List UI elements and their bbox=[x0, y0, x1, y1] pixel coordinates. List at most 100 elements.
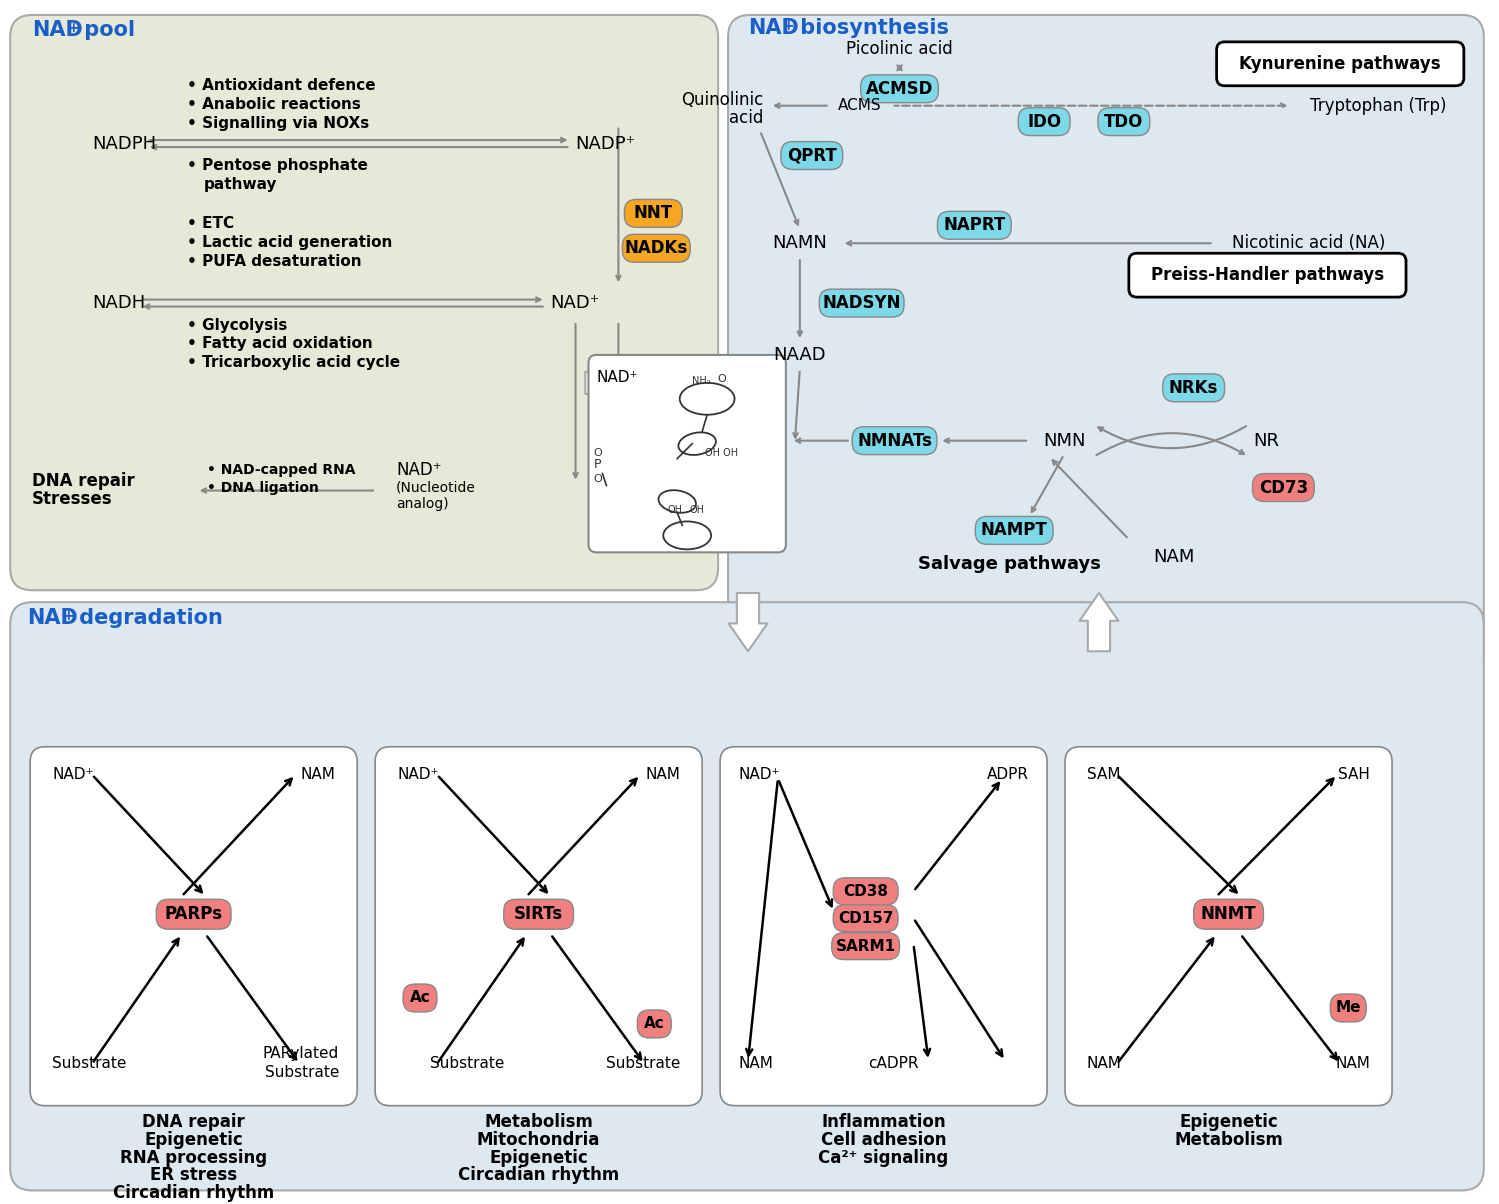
FancyBboxPatch shape bbox=[781, 142, 842, 170]
FancyBboxPatch shape bbox=[1097, 107, 1150, 136]
Text: Quinolinic: Quinolinic bbox=[681, 90, 763, 108]
Text: SIRTs: SIRTs bbox=[514, 905, 564, 923]
FancyArrowPatch shape bbox=[1079, 594, 1118, 651]
Text: Tryptophan (Trp): Tryptophan (Trp) bbox=[1310, 96, 1447, 114]
Text: Mitochondria: Mitochondria bbox=[477, 1131, 600, 1149]
Text: (Nucleotide: (Nucleotide bbox=[396, 480, 477, 495]
Text: NAD: NAD bbox=[748, 18, 799, 37]
Text: ACMSD: ACMSD bbox=[866, 79, 934, 98]
Text: Substrate: Substrate bbox=[265, 1066, 339, 1080]
FancyBboxPatch shape bbox=[504, 899, 574, 929]
Text: NADH: NADH bbox=[91, 294, 145, 312]
Text: Epigenetic: Epigenetic bbox=[144, 1131, 243, 1149]
Text: NMNATs: NMNATs bbox=[857, 432, 932, 449]
Text: +: + bbox=[61, 609, 73, 624]
Text: NAM: NAM bbox=[646, 767, 681, 783]
FancyBboxPatch shape bbox=[375, 746, 702, 1105]
Text: NAM: NAM bbox=[1153, 548, 1195, 566]
Text: cADPR: cADPR bbox=[868, 1056, 919, 1072]
Text: Substrate: Substrate bbox=[606, 1056, 681, 1072]
Text: OH OH: OH OH bbox=[705, 448, 739, 458]
Text: NAMPT: NAMPT bbox=[980, 521, 1048, 539]
Text: SARM1: SARM1 bbox=[835, 939, 896, 954]
FancyBboxPatch shape bbox=[820, 289, 904, 317]
Text: • Antioxidant defence: • Antioxidant defence bbox=[187, 78, 375, 93]
Text: NR: NR bbox=[1253, 432, 1280, 449]
FancyBboxPatch shape bbox=[832, 933, 899, 960]
FancyBboxPatch shape bbox=[833, 878, 898, 904]
Text: NAPRT: NAPRT bbox=[943, 217, 1006, 235]
Text: • NAD-capped RNA: • NAD-capped RNA bbox=[207, 462, 355, 477]
FancyBboxPatch shape bbox=[1163, 374, 1225, 402]
Text: OH: OH bbox=[690, 506, 705, 515]
Text: SAM: SAM bbox=[1087, 767, 1120, 783]
FancyBboxPatch shape bbox=[10, 602, 1484, 1191]
Text: PARPs: PARPs bbox=[165, 905, 223, 923]
Text: NADP⁺: NADP⁺ bbox=[576, 135, 636, 153]
Text: Inflammation: Inflammation bbox=[821, 1112, 946, 1131]
Text: Epigenetic: Epigenetic bbox=[489, 1149, 588, 1167]
Text: NADSYN: NADSYN bbox=[823, 294, 901, 312]
Text: RNA processing: RNA processing bbox=[120, 1149, 267, 1167]
Text: NAM: NAM bbox=[1336, 1056, 1370, 1072]
Text: pathway: pathway bbox=[204, 177, 277, 191]
Text: ADPR: ADPR bbox=[988, 767, 1030, 783]
Text: Substrate: Substrate bbox=[430, 1056, 504, 1072]
FancyBboxPatch shape bbox=[1330, 995, 1366, 1022]
Text: DNA repair: DNA repair bbox=[31, 472, 135, 490]
FancyBboxPatch shape bbox=[937, 212, 1012, 240]
Text: • ETC: • ETC bbox=[187, 216, 234, 231]
Text: NAM: NAM bbox=[738, 1056, 773, 1072]
Text: NAMN: NAMN bbox=[772, 235, 827, 253]
FancyBboxPatch shape bbox=[1193, 899, 1264, 929]
Text: NAD⁺: NAD⁺ bbox=[597, 370, 639, 385]
Text: NAD: NAD bbox=[31, 20, 82, 40]
Text: • Fatty acid oxidation: • Fatty acid oxidation bbox=[187, 336, 372, 352]
FancyBboxPatch shape bbox=[729, 14, 1484, 674]
Text: NNMT: NNMT bbox=[1201, 905, 1256, 923]
Text: Metabolism: Metabolism bbox=[484, 1112, 594, 1131]
Text: P: P bbox=[594, 458, 601, 471]
Text: • Anabolic reactions: • Anabolic reactions bbox=[187, 98, 361, 112]
Text: • Signalling via NOXs: • Signalling via NOXs bbox=[187, 116, 369, 131]
FancyBboxPatch shape bbox=[1129, 253, 1406, 297]
Text: NRKs: NRKs bbox=[1169, 379, 1219, 397]
Text: CD38: CD38 bbox=[842, 884, 887, 899]
Text: ER stress: ER stress bbox=[150, 1167, 237, 1185]
Text: OH: OH bbox=[667, 506, 682, 515]
FancyBboxPatch shape bbox=[403, 984, 436, 1011]
Text: Stresses: Stresses bbox=[31, 490, 112, 508]
Text: • DNA ligation: • DNA ligation bbox=[207, 480, 318, 495]
FancyBboxPatch shape bbox=[720, 746, 1048, 1105]
Text: Substrate: Substrate bbox=[52, 1056, 126, 1072]
FancyBboxPatch shape bbox=[625, 200, 682, 228]
FancyBboxPatch shape bbox=[30, 746, 357, 1105]
FancyArrowPatch shape bbox=[729, 594, 767, 651]
FancyBboxPatch shape bbox=[589, 355, 785, 553]
Text: QPRT: QPRT bbox=[787, 147, 836, 165]
Text: TDO: TDO bbox=[1105, 113, 1144, 131]
Text: Ca²⁺ signaling: Ca²⁺ signaling bbox=[818, 1149, 949, 1167]
Text: NMN: NMN bbox=[1043, 432, 1085, 449]
FancyBboxPatch shape bbox=[1066, 746, 1393, 1105]
Text: O: O bbox=[717, 374, 726, 384]
Text: NAD⁺: NAD⁺ bbox=[396, 461, 442, 478]
Text: NAD⁺: NAD⁺ bbox=[550, 294, 600, 312]
Text: • Pentose phosphate: • Pentose phosphate bbox=[187, 158, 367, 173]
FancyBboxPatch shape bbox=[622, 235, 690, 262]
Text: +: + bbox=[67, 20, 78, 35]
FancyBboxPatch shape bbox=[156, 899, 231, 929]
Text: +: + bbox=[782, 19, 794, 33]
FancyArrowPatch shape bbox=[585, 364, 723, 402]
Text: Picolinic acid: Picolinic acid bbox=[845, 40, 953, 58]
Text: SAH: SAH bbox=[1339, 767, 1370, 783]
Text: analog): analog) bbox=[396, 497, 448, 512]
Text: • Lactic acid generation: • Lactic acid generation bbox=[187, 235, 393, 249]
Text: acid: acid bbox=[729, 108, 763, 126]
Text: CD157: CD157 bbox=[838, 910, 893, 926]
Text: Ac: Ac bbox=[645, 1016, 664, 1032]
FancyBboxPatch shape bbox=[1018, 107, 1070, 136]
Text: Cell adhesion: Cell adhesion bbox=[821, 1131, 946, 1149]
Text: O: O bbox=[594, 473, 603, 484]
FancyBboxPatch shape bbox=[1217, 42, 1465, 85]
